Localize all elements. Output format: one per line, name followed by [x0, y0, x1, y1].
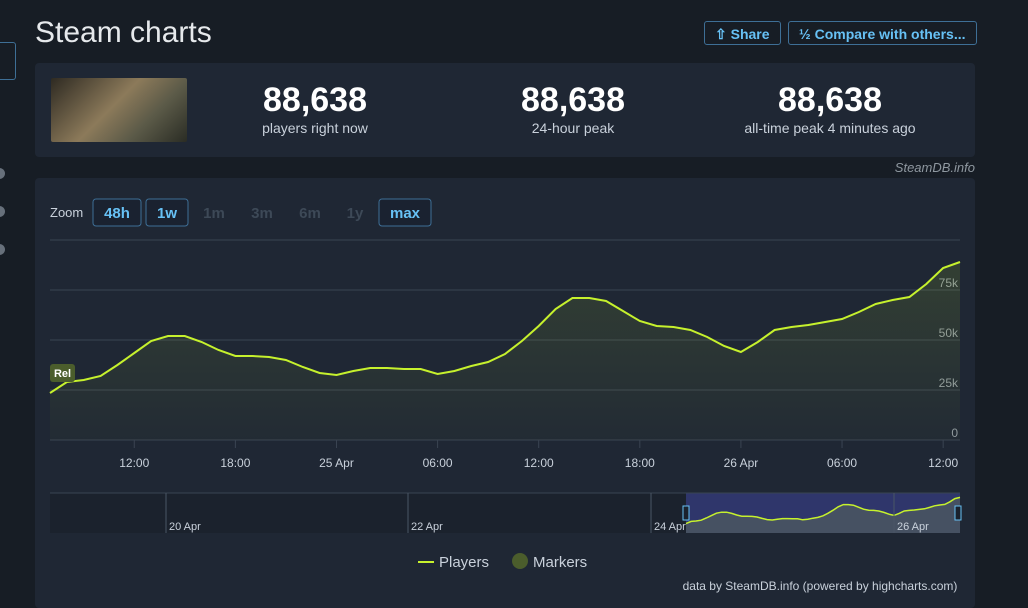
- zoom-option: 3m: [251, 205, 273, 222]
- sidebar-dot: [0, 244, 5, 255]
- credit: data by SteamDB.info (powered by highcha…: [683, 579, 958, 593]
- navigator-area: [686, 497, 960, 533]
- marker-flag[interactable]: [50, 364, 75, 382]
- legend-label[interactable]: Markers: [533, 554, 587, 571]
- stat: 88,638 players right now: [185, 81, 445, 136]
- x-tick-label: 06:00: [827, 456, 857, 470]
- stat-label: 24-hour peak: [531, 120, 615, 136]
- zoom-option: max: [390, 205, 421, 222]
- zoom-button[interactable]: [92, 198, 142, 227]
- stat: 88,638 24-hour peak: [443, 81, 703, 136]
- zoom-option: 1y: [347, 205, 364, 222]
- series-area: [50, 262, 960, 440]
- navigator-label: 22 Apr: [411, 521, 443, 533]
- x-tick-label: 12:00: [119, 456, 149, 470]
- stats-panel: 88,638 players right now 88,638 24-hour pe…: [35, 63, 975, 157]
- zoom-option: 1w: [157, 205, 177, 222]
- x-tick-label: 18:00: [625, 456, 655, 470]
- stat-value: 88,638: [778, 81, 882, 119]
- x-tick-label: 12:00: [524, 456, 554, 470]
- page: {"header":{"title":"Steam charts","butto…: [0, 16, 977, 608]
- stat-label: players right now: [262, 120, 368, 136]
- navigator-label: 26 Apr: [897, 521, 929, 533]
- zoom-label: Zoom: [50, 205, 83, 220]
- navigator-label: 24 Apr: [654, 521, 686, 533]
- x-tick-label: 26 Apr: [724, 456, 759, 470]
- share-button[interactable]: ⇧ Share: [704, 21, 781, 45]
- series-line: [49, 261, 961, 394]
- legend-symbol: [512, 553, 528, 569]
- marker-label: Rel: [54, 368, 71, 380]
- zoom-button[interactable]: [145, 198, 189, 227]
- stat: 88,638 all-time peak 4 minutes ago: [700, 81, 960, 136]
- x-tick-label: 25 Apr: [319, 456, 354, 470]
- source-label: SteamDB.info: [894, 160, 975, 175]
- sidebar-tab[interactable]: [0, 42, 16, 80]
- x-tick-label: 18:00: [220, 456, 250, 470]
- navigator-handle[interactable]: [682, 505, 690, 521]
- sidebar-dot: [0, 168, 5, 179]
- stat-value: 88,638: [521, 81, 625, 119]
- legend-label[interactable]: Players: [439, 554, 489, 571]
- game-thumbnail: [51, 78, 187, 142]
- zoom-option: 1m: [203, 205, 225, 222]
- chart: Zoom data by SteamDB.info (powered by hi…: [49, 198, 962, 593]
- stat-value: 88,638: [263, 81, 367, 119]
- x-tick-label: 12:00: [928, 456, 958, 470]
- page-title: Steam charts: [35, 16, 212, 49]
- sidebar-dot: [0, 206, 5, 217]
- compare-button[interactable]: ½ Compare with others...: [788, 21, 977, 45]
- button-label: Compare with others...: [814, 26, 966, 42]
- zoom-option: 48h: [104, 205, 130, 222]
- navigator-handle[interactable]: [954, 505, 962, 521]
- stat-label: all-time peak 4 minutes ago: [744, 120, 916, 136]
- x-tick-label: 06:00: [423, 456, 453, 470]
- zoom-button[interactable]: [378, 198, 432, 227]
- zoom-option: 6m: [299, 205, 321, 222]
- button-label: Share: [730, 26, 770, 42]
- navigator-line: [685, 496, 961, 525]
- navigator-label: 20 Apr: [169, 521, 201, 533]
